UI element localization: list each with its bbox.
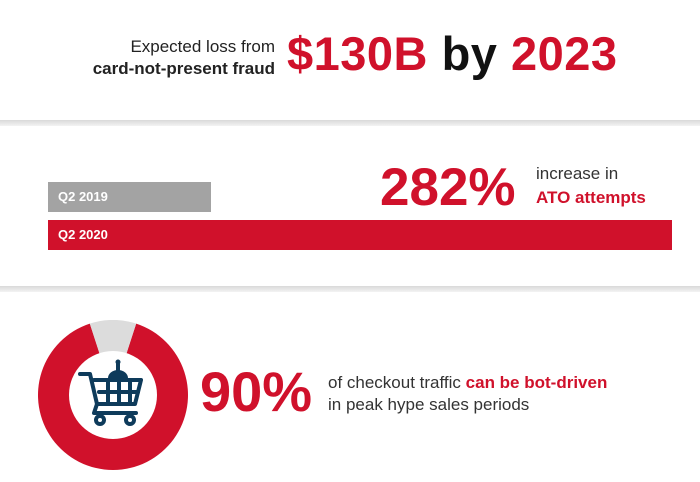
headline-section: Expected loss from card-not-present frau… xyxy=(0,0,700,120)
headline-caption-line2: card-not-present fraud xyxy=(92,59,275,78)
bot-text-line2: in peak hype sales periods xyxy=(328,395,530,414)
bot-traffic-section: 90% of checkout traffic can be bot-drive… xyxy=(0,292,700,482)
loss-amount: $130B xyxy=(287,27,428,80)
ato-percent: 282% xyxy=(380,158,516,217)
bar-label-1: Q2 2020 xyxy=(58,227,108,242)
ato-text-plain: increase in xyxy=(536,164,619,183)
divider-2 xyxy=(0,286,700,292)
bot-traffic-donut xyxy=(38,320,189,470)
bar-label-0: Q2 2019 xyxy=(58,189,108,204)
headline-caption: Expected loss from card-not-present frau… xyxy=(93,36,275,80)
by-word: by xyxy=(441,27,498,80)
bot-percent: 90% xyxy=(200,360,313,423)
shopping-cart-bot-icon xyxy=(78,359,143,426)
bar-0: Q2 2019 xyxy=(48,182,211,212)
ato-section: Q2 2019 Q2 2020 282% increase in ATO atte… xyxy=(0,128,700,286)
bot-description: of checkout traffic can be bot-driven in… xyxy=(328,372,607,416)
divider-1 xyxy=(0,120,700,126)
donut-hole xyxy=(69,351,157,439)
bot-text-highlight: can be bot-driven xyxy=(465,373,608,392)
ato-text-highlight: ATO attempts xyxy=(536,188,646,207)
loss-year: 2023 xyxy=(510,27,618,80)
headline-caption-line1: Expected loss from xyxy=(130,37,275,56)
bar-1: Q2 2020 xyxy=(48,220,672,250)
bot-text-plain: of checkout traffic xyxy=(328,373,461,392)
headline-figure: $130B by 2023 xyxy=(287,24,618,84)
